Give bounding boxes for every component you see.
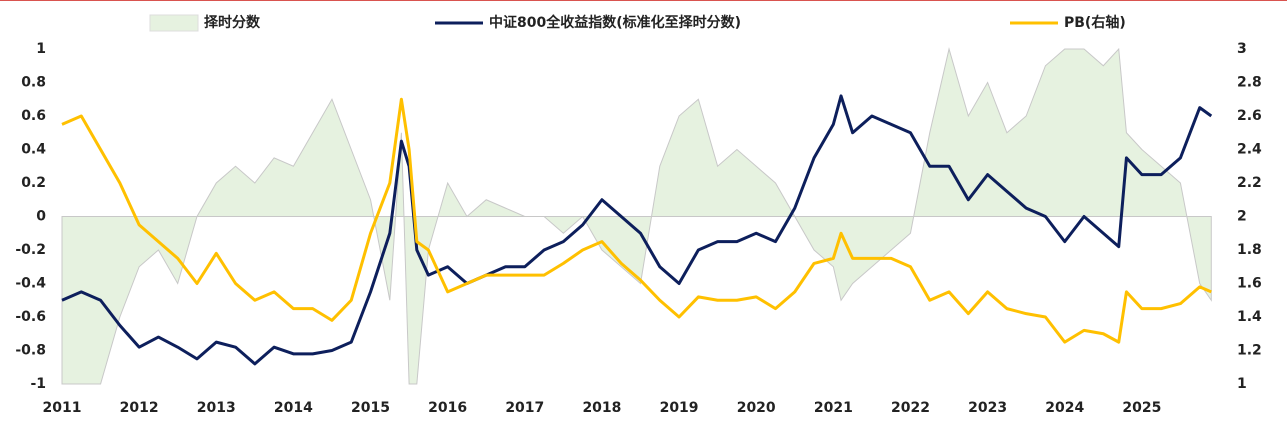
y-tick-label: 0.6 xyxy=(21,108,46,124)
y2-tick-label: 2.8 xyxy=(1237,75,1262,91)
y2-tick-label: 2 xyxy=(1237,209,1247,225)
x-tick-label: 2017 xyxy=(505,400,544,416)
y-tick-label: 0.2 xyxy=(21,175,46,191)
y-tick-label: 0 xyxy=(36,209,46,225)
score-area xyxy=(61,47,1212,385)
y2-tick-label: 1 xyxy=(1237,376,1247,392)
x-tick-label: 2021 xyxy=(814,400,853,416)
y-tick-label: 0.8 xyxy=(21,75,46,91)
y-tick-label: -0.2 xyxy=(15,242,46,258)
y2-tick-label: 1.2 xyxy=(1237,343,1262,359)
y-tick-label: -0.6 xyxy=(15,309,46,325)
legend-label: 中证800全收益指数(标准化至择时分数) xyxy=(489,14,741,31)
x-tick-label: 2015 xyxy=(351,400,390,416)
series-line xyxy=(61,94,1213,366)
y2-tick-label: 1.4 xyxy=(1237,309,1262,325)
y2-tick-label: 3 xyxy=(1237,41,1247,57)
legend-label: PB(右轴) xyxy=(1064,14,1126,31)
y-tick-label: 0.4 xyxy=(21,142,46,158)
y-tick-label: -0.4 xyxy=(15,276,46,292)
legend-swatch xyxy=(149,14,199,32)
x-tick-label: 2018 xyxy=(582,400,621,416)
x-tick-label: 2025 xyxy=(1122,400,1161,416)
y2-tick-label: 1.8 xyxy=(1237,242,1262,258)
x-tick-label: 2013 xyxy=(197,400,236,416)
x-tick-label: 2014 xyxy=(274,400,313,416)
y-tick-label: -1 xyxy=(30,376,46,392)
x-tick-label: 2012 xyxy=(120,400,159,416)
y2-tick-label: 2.2 xyxy=(1237,175,1262,191)
x-tick-label: 2024 xyxy=(1045,400,1084,416)
y2-tick-label: 1.6 xyxy=(1237,276,1262,292)
y-tick-label: 1 xyxy=(36,41,46,57)
y2-tick-label: 2.4 xyxy=(1237,142,1262,158)
y2-tick-label: 2.6 xyxy=(1237,108,1262,124)
y-tick-label: -0.8 xyxy=(15,343,46,359)
legend-label: 择时分数 xyxy=(204,14,261,31)
x-tick-label: 2022 xyxy=(891,400,930,416)
x-tick-label: 2016 xyxy=(428,400,467,416)
series-line xyxy=(61,97,1212,344)
x-tick-label: 2019 xyxy=(660,400,699,416)
x-tick-label: 2023 xyxy=(968,400,1007,416)
x-tick-label: 2011 xyxy=(43,400,82,416)
x-tick-label: 2020 xyxy=(737,400,776,416)
